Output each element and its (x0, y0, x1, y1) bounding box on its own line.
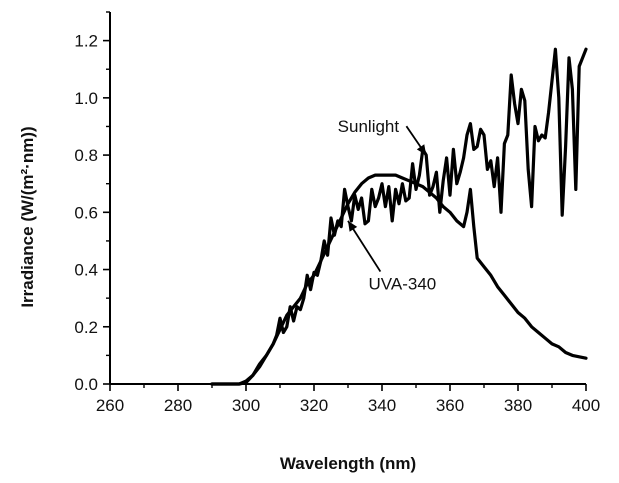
y-axis-title: Irradiance (W/(m²·nm)) (18, 126, 37, 307)
annotation-uva-340-label: UVA-340 (369, 275, 437, 294)
annotation-uva-340-arrow (347, 220, 382, 273)
annotation-sunlight-arrowhead (416, 144, 427, 156)
y-tick-label: 0.8 (74, 146, 98, 165)
series-layer (210, 47, 588, 386)
x-tick-label: 300 (232, 396, 260, 415)
x-tick-label: 380 (504, 396, 532, 415)
annotation-sunlight-label: Sunlight (338, 117, 400, 136)
x-tick-label: 340 (368, 396, 396, 415)
series-line-uva-340 (210, 173, 588, 386)
annotation-uva-340-arrowhead (348, 220, 358, 232)
x-axis-title: Wavelength (nm) (280, 454, 416, 473)
y-tick-label: 0.6 (74, 203, 98, 222)
y-tick-label: 1.0 (74, 89, 98, 108)
x-tick-label: 360 (436, 396, 464, 415)
x-tick-label: 260 (96, 396, 124, 415)
y-tick-label: 0.2 (74, 318, 98, 337)
x-tick-label: 320 (300, 396, 328, 415)
axes-layer (109, 12, 586, 385)
y-tick-label: 0.0 (74, 375, 98, 394)
ticks-layer: 260 280 300 320 340 360 380 400 0.0 0.2 0.4 0.6 0.8 1… (74, 11, 600, 415)
y-tick-label: 0.4 (74, 261, 98, 280)
x-tick-label: 280 (164, 396, 192, 415)
x-tick-label: 400 (572, 396, 600, 415)
annotation-layer: Sunlight UVA-340 (338, 117, 437, 293)
series-line-sunlight (210, 47, 588, 386)
y-tick-label: 1.2 (74, 32, 98, 51)
